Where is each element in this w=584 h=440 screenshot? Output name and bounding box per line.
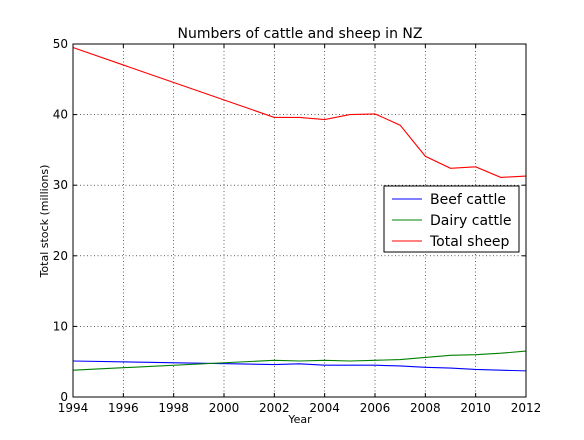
x-tick-label: 1994: [58, 401, 89, 415]
series-line-dairy-cattle: [72, 350, 527, 371]
legend-label: Beef cattle: [430, 192, 506, 208]
x-tick-label: 2006: [360, 401, 391, 415]
x-tick-label: 1998: [158, 401, 189, 415]
x-tick-label: 2010: [460, 401, 491, 415]
x-tick-label: 2000: [209, 401, 240, 415]
y-tick-label: 0: [60, 390, 68, 404]
x-tick-label: 2012: [511, 401, 542, 415]
series-lines: [72, 47, 527, 372]
legend-label: Dairy cattle: [430, 213, 512, 229]
y-tick-label: 10: [53, 319, 68, 333]
legend-label: Total sheep: [429, 234, 510, 250]
y-tick-label: 50: [53, 37, 68, 51]
y-tick-label: 30: [53, 178, 68, 192]
axis-ticks: 1994 1996 1998 2000 2002 2004 2006 2008 2010 2012…: [53, 37, 542, 415]
plot-area-frame: [72, 43, 527, 398]
x-tick-label: 2002: [259, 401, 290, 415]
x-tick-label: 2008: [410, 401, 441, 415]
x-tick-label: 1996: [108, 401, 139, 415]
legend: Beef cattle Dairy cattle Total sheep: [383, 185, 520, 253]
x-axis-label: Year: [287, 413, 312, 426]
series-line-total-sheep: [72, 47, 527, 178]
chart-title: Numbers of cattle and sheep in NZ: [178, 26, 423, 42]
x-tick-label: 2004: [309, 401, 340, 415]
series-line-beef-cattle: [72, 360, 527, 372]
y-tick-label: 20: [53, 249, 68, 263]
y-tick-label: 40: [53, 108, 68, 122]
y-axis-label: Total stock (millions): [38, 165, 51, 279]
